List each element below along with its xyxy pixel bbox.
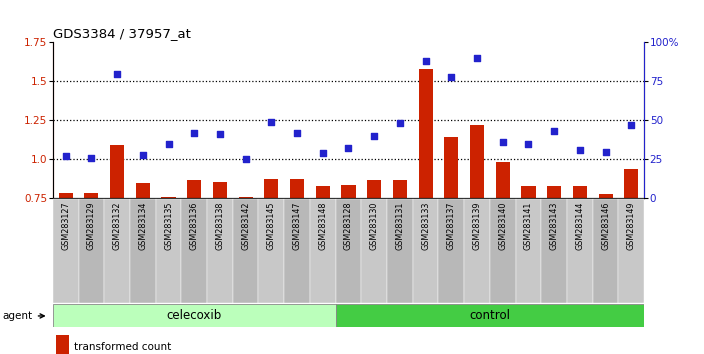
Bar [624, 170, 639, 198]
Bar [156, 199, 182, 303]
Bar [593, 199, 618, 303]
Point [446, 74, 457, 80]
Bar [393, 180, 407, 198]
Text: GSM283137: GSM283137 [447, 201, 455, 250]
Bar [547, 186, 561, 198]
Bar [310, 199, 336, 303]
Bar [490, 199, 515, 303]
Text: transformed count: transformed count [74, 342, 171, 352]
Point [523, 141, 534, 147]
Bar [567, 199, 593, 303]
Text: GSM283140: GSM283140 [498, 201, 508, 250]
Text: GSM283133: GSM283133 [421, 201, 430, 250]
Bar [522, 186, 536, 198]
Point [472, 55, 483, 61]
Bar [53, 199, 79, 303]
Text: GSM283144: GSM283144 [575, 201, 584, 250]
Bar [136, 183, 150, 198]
Point [600, 149, 611, 154]
Point [394, 121, 406, 126]
Bar [470, 125, 484, 198]
Point [189, 130, 200, 136]
Point [137, 152, 149, 158]
Bar [182, 199, 207, 303]
Bar [233, 199, 258, 303]
Text: GSM283143: GSM283143 [550, 201, 559, 250]
Bar [464, 199, 490, 303]
Text: GSM283130: GSM283130 [370, 201, 379, 250]
Text: GSM283127: GSM283127 [61, 201, 70, 250]
Point [626, 122, 637, 128]
Bar [207, 199, 233, 303]
Point [574, 147, 586, 153]
Text: GSM283148: GSM283148 [318, 201, 327, 250]
Point [240, 156, 251, 162]
Text: GSM283138: GSM283138 [215, 201, 225, 250]
Bar [439, 199, 464, 303]
Bar [315, 186, 330, 198]
Point [497, 139, 508, 145]
Bar [130, 199, 156, 303]
Bar [213, 182, 227, 198]
Bar [618, 199, 644, 303]
Text: GSM283145: GSM283145 [267, 201, 276, 250]
Text: GSM283146: GSM283146 [601, 201, 610, 250]
Bar [413, 199, 439, 303]
Bar [336, 199, 361, 303]
Bar [84, 193, 99, 198]
Bar [496, 162, 510, 198]
Bar [264, 179, 278, 198]
Bar [598, 194, 612, 198]
Text: GSM283136: GSM283136 [189, 201, 199, 250]
Bar [56, 335, 68, 354]
Text: GSM283129: GSM283129 [87, 201, 96, 250]
Text: GSM283141: GSM283141 [524, 201, 533, 250]
Text: GSM283134: GSM283134 [138, 201, 147, 250]
Text: GSM283135: GSM283135 [164, 201, 173, 250]
Text: GDS3384 / 37957_at: GDS3384 / 37957_at [53, 27, 191, 40]
Point [343, 145, 354, 151]
Bar [419, 69, 433, 198]
Bar [444, 137, 458, 198]
Bar [53, 304, 336, 327]
Point [86, 155, 97, 161]
Text: GSM283132: GSM283132 [113, 201, 122, 250]
Text: GSM283142: GSM283142 [241, 201, 250, 250]
Bar [187, 179, 201, 198]
Point [317, 150, 328, 156]
Point [60, 153, 71, 159]
Bar [573, 186, 587, 198]
Point [214, 132, 225, 137]
Bar [515, 199, 541, 303]
Text: celecoxib: celecoxib [167, 309, 222, 322]
Bar [290, 179, 304, 198]
Point [548, 129, 560, 134]
Bar [284, 199, 310, 303]
Text: GSM283149: GSM283149 [627, 201, 636, 250]
Text: GSM283131: GSM283131 [396, 201, 404, 250]
Point [291, 130, 303, 136]
Text: GSM283128: GSM283128 [344, 201, 353, 250]
Bar [258, 199, 284, 303]
Bar [110, 145, 124, 198]
Bar [367, 180, 382, 198]
Text: agent: agent [3, 311, 44, 321]
Point [163, 141, 174, 147]
Bar [79, 199, 104, 303]
Text: GSM283139: GSM283139 [472, 201, 482, 250]
Bar [341, 185, 356, 198]
Point [111, 71, 122, 76]
Bar [58, 193, 73, 198]
Bar [361, 199, 387, 303]
Bar [541, 199, 567, 303]
Point [369, 133, 380, 139]
Bar [387, 199, 413, 303]
Point [420, 58, 432, 64]
Point [265, 119, 277, 125]
Text: GSM283147: GSM283147 [293, 201, 301, 250]
Text: control: control [470, 309, 510, 322]
Bar [336, 304, 644, 327]
Bar [104, 199, 130, 303]
